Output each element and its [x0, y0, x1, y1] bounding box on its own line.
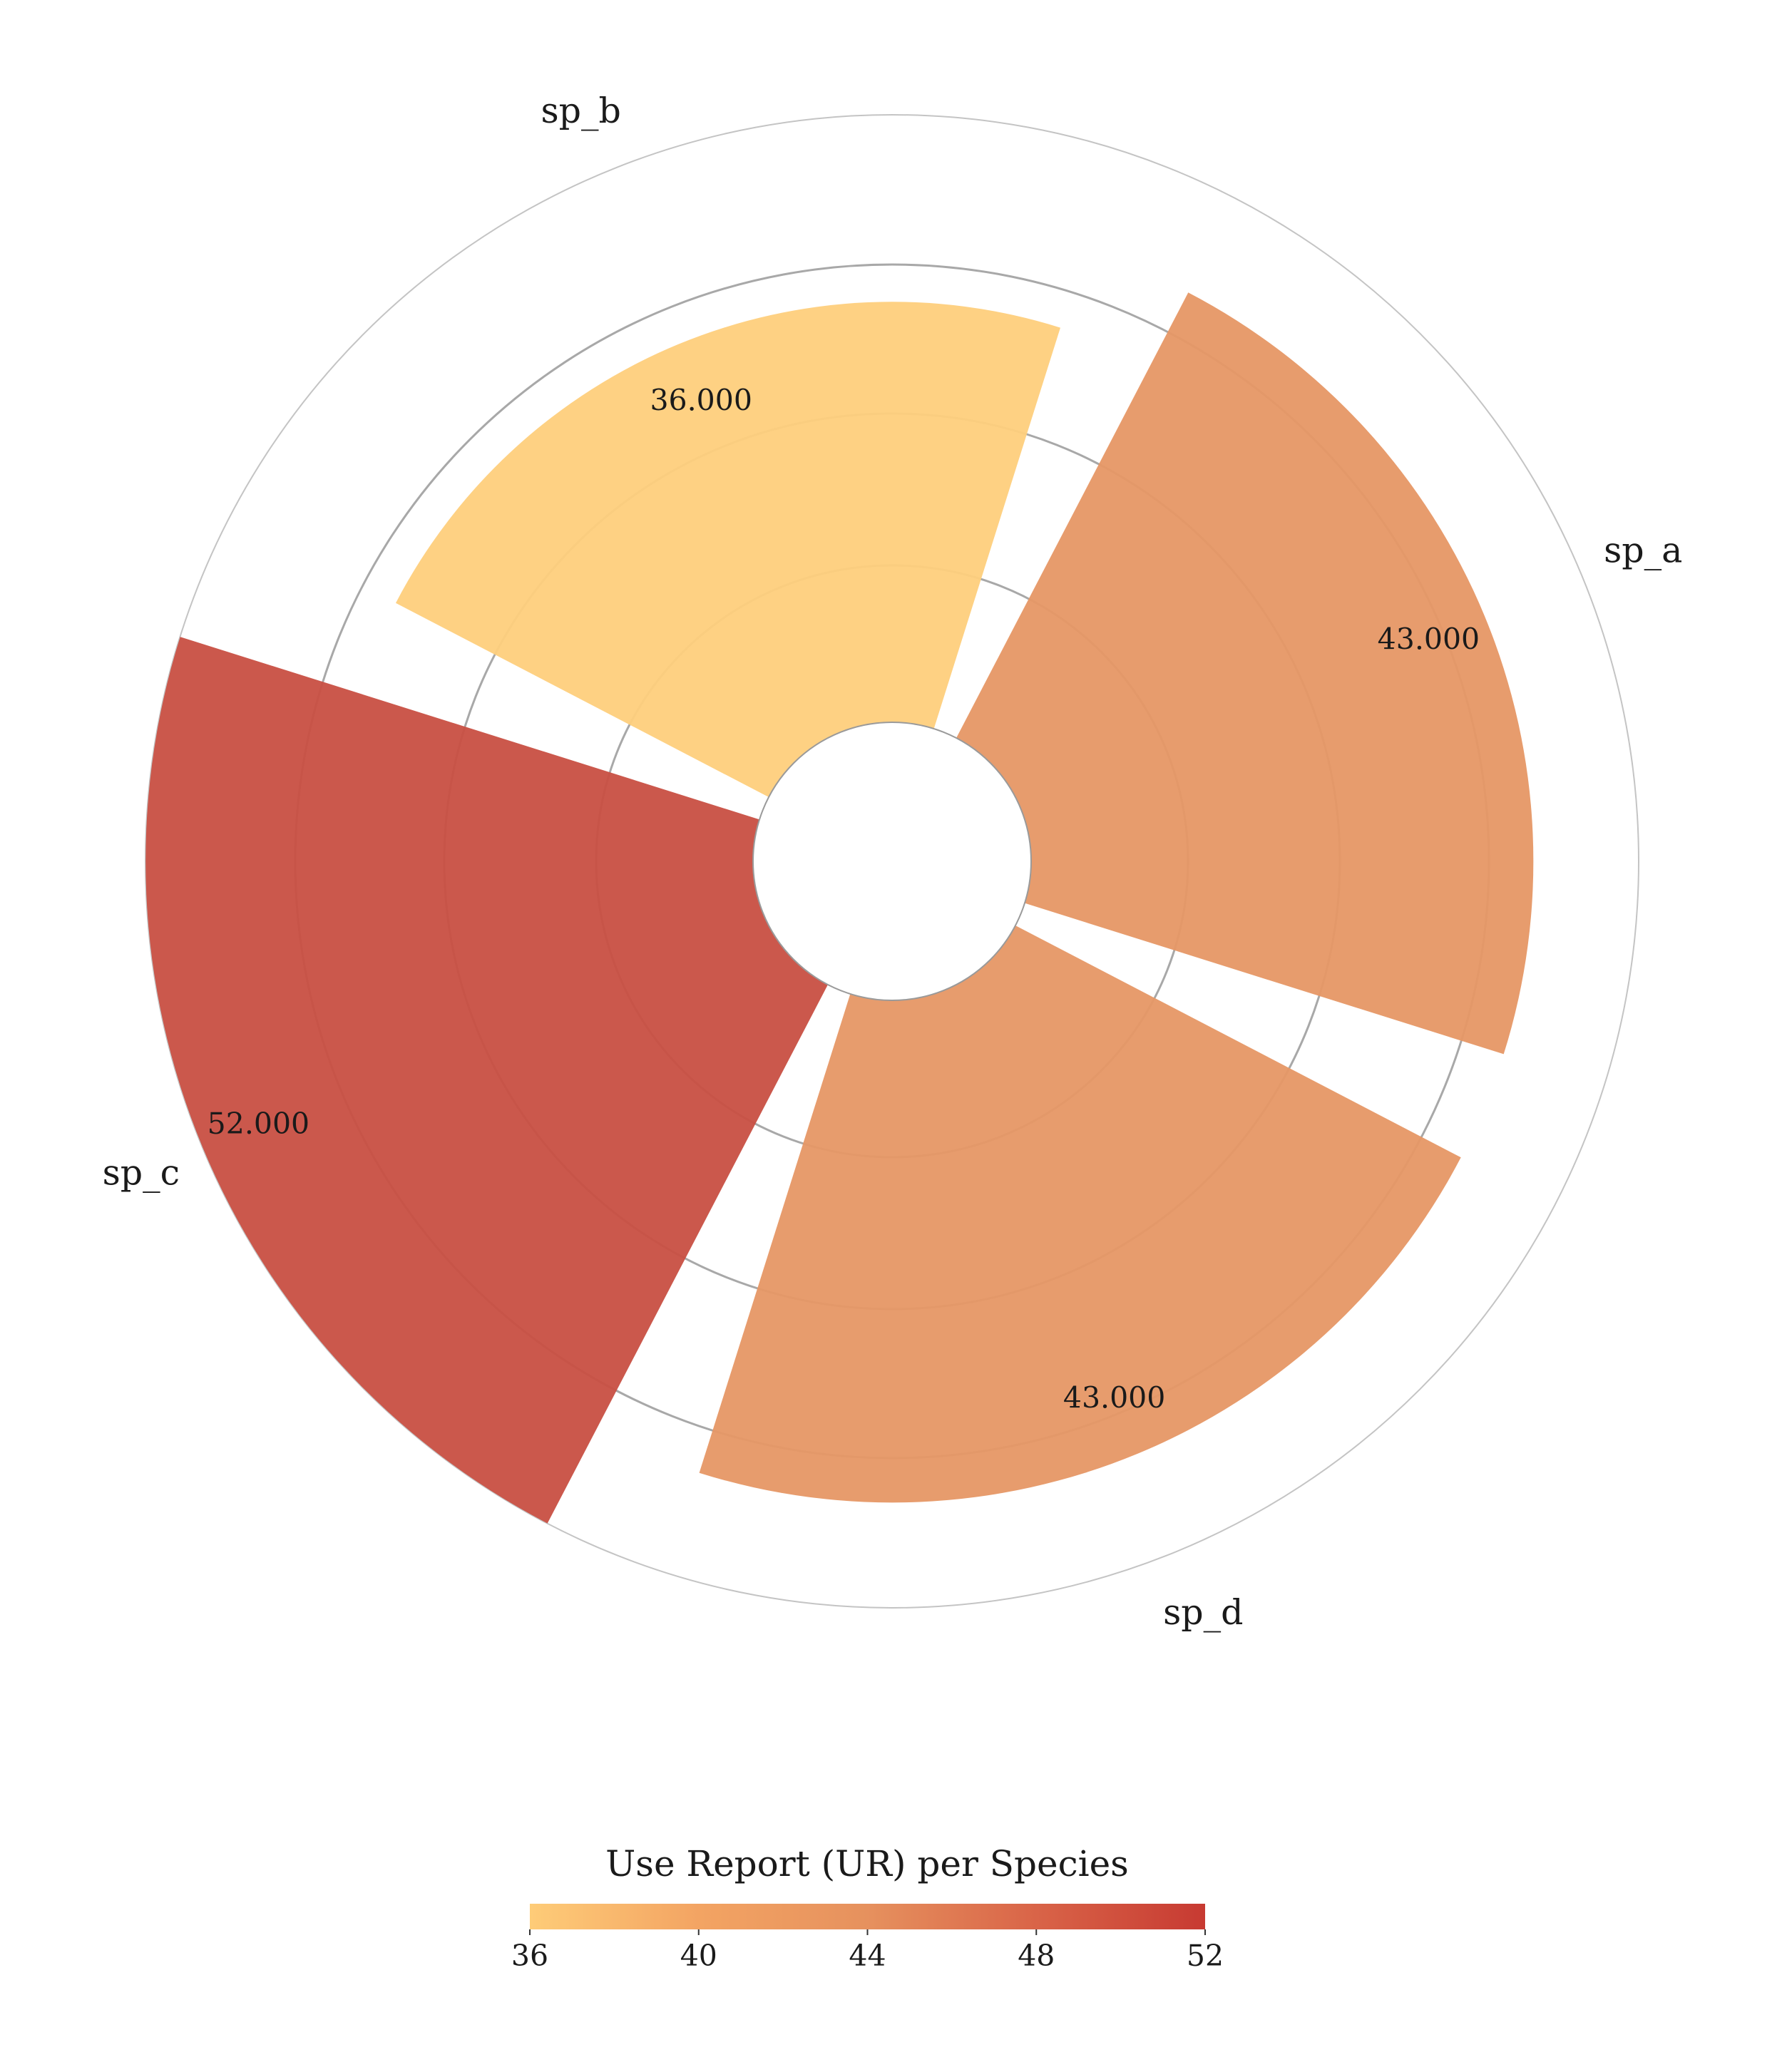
- bar-sp_c: [145, 637, 892, 1524]
- colorbar-tick-label: 44: [849, 1939, 886, 1973]
- bar-sp_d: [699, 861, 1461, 1503]
- value-label-sp_a: 43.000: [1378, 622, 1480, 656]
- colorbar-tick-label: 52: [1187, 1939, 1224, 1973]
- category-label-sp_b: sp_b: [541, 91, 621, 131]
- value-label-sp_c: 52.000: [208, 1107, 309, 1141]
- inner-circle: [752, 722, 1032, 1001]
- colorbar: Use Report (UR) per Species 36 40 44 48 52: [511, 1843, 1224, 1973]
- bars: [145, 292, 1534, 1524]
- grid-ring: [145, 114, 1639, 1609]
- colorbar-ticks: 36 40 44 48 52: [511, 1929, 1224, 1973]
- value-labels: 43.000 36.000 52.000 43.000: [208, 384, 1480, 1415]
- bar-sp_b: [396, 302, 1060, 861]
- value-label-sp_b: 36.000: [650, 384, 752, 418]
- colorbar-gradient: [530, 1904, 1205, 1929]
- colorbar-tick-label: 40: [680, 1939, 717, 1973]
- bar-sp_a: [892, 292, 1534, 1055]
- center-hole: [752, 722, 1032, 1001]
- colorbar-tick-label: 36: [511, 1939, 548, 1973]
- category-labels: sp_a sp_b sp_c sp_d: [103, 91, 1683, 1633]
- colorbar-tick-label: 48: [1018, 1939, 1055, 1973]
- category-label-sp_d: sp_d: [1163, 1592, 1243, 1633]
- value-label-sp_d: 43.000: [1063, 1380, 1165, 1415]
- category-label-sp_c: sp_c: [103, 1152, 180, 1193]
- colorbar-title: Use Report (UR) per Species: [605, 1843, 1129, 1884]
- category-label-sp_a: sp_a: [1604, 530, 1682, 571]
